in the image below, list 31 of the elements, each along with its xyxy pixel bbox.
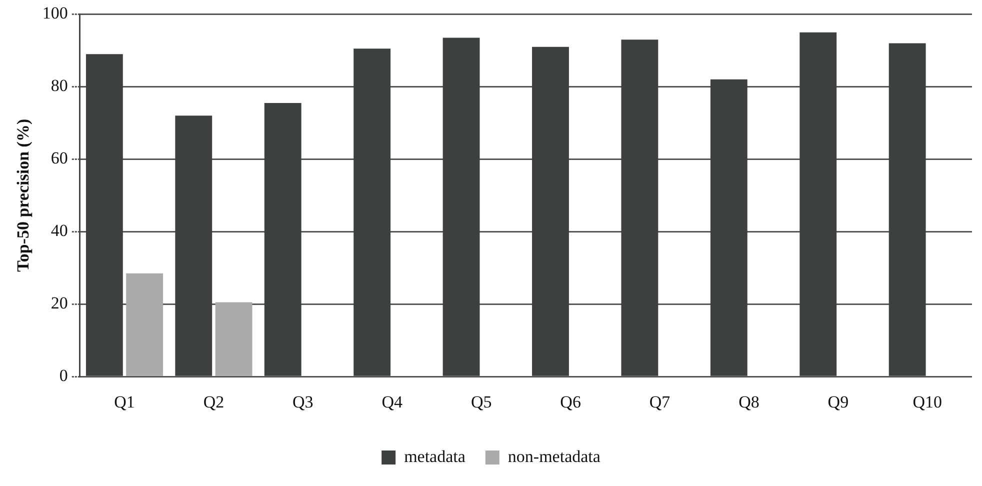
legend-label: metadata — [404, 446, 466, 466]
bar — [86, 54, 123, 376]
bar — [621, 40, 658, 376]
y-tick-label: 80 — [50, 76, 68, 96]
x-tick-label: Q8 — [738, 392, 760, 412]
x-tick-label: Q9 — [828, 392, 849, 412]
y-axis-title: Top-50 precision (%) — [14, 118, 33, 272]
x-tick-label: Q3 — [292, 392, 314, 412]
y-tick-label: 0 — [59, 366, 68, 386]
bar — [888, 43, 926, 376]
x-tick-label: Q4 — [382, 392, 404, 412]
y-tick-label: 100 — [42, 4, 68, 23]
bar — [710, 79, 748, 376]
x-tick-label: Q10 — [912, 392, 942, 412]
y-tick-label: 40 — [50, 221, 68, 240]
bar — [175, 116, 212, 376]
bar — [800, 32, 837, 376]
bar — [264, 102, 302, 376]
bar — [532, 46, 569, 376]
y-tick-label: 20 — [50, 294, 68, 313]
legend-label: non-metadata — [508, 446, 601, 466]
x-tick-label: Q1 — [114, 392, 135, 412]
x-tick-label: Q5 — [470, 392, 492, 412]
y-tick-label: 60 — [50, 148, 68, 168]
x-tick-label: Q7 — [649, 392, 671, 412]
x-tick-label: Q6 — [560, 392, 581, 412]
bar — [354, 48, 391, 376]
bar — [442, 38, 480, 376]
bar — [215, 302, 252, 376]
x-tick-label: Q2 — [203, 392, 224, 412]
bar — [126, 273, 164, 376]
